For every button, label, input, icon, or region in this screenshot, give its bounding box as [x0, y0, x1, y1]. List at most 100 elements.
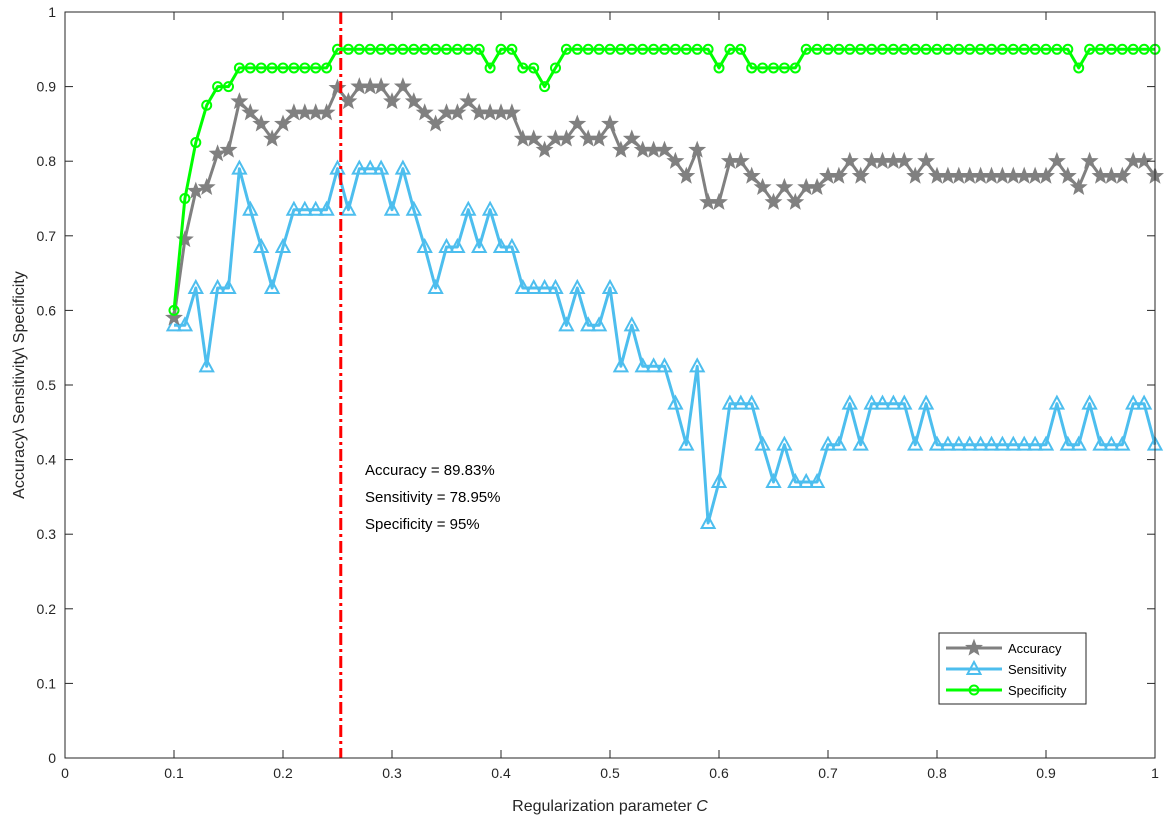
sensitivity-point — [732, 394, 749, 410]
y-tick-label: 1 — [48, 4, 56, 20]
accuracy-point — [1037, 166, 1055, 184]
sensitivity-point — [296, 200, 313, 216]
sensitivity-point — [471, 237, 488, 253]
legend-label-specificity: Specificity — [1008, 683, 1067, 698]
specificity-line — [172, 47, 1155, 311]
specificity-point — [920, 43, 932, 55]
series-layer — [165, 43, 1164, 530]
specificity-point — [473, 43, 485, 55]
sensitivity-point — [896, 394, 913, 410]
specificity-point — [1138, 43, 1150, 55]
sensitivity-point — [383, 200, 401, 216]
y-tick-label: 0.6 — [37, 302, 57, 318]
sensitivity-point — [438, 237, 455, 253]
sensitivity-point — [928, 435, 946, 451]
sensitivity-point — [503, 237, 521, 253]
sensitivity-point — [1059, 435, 1076, 451]
sensitivity-point — [612, 357, 630, 373]
accuracy-point — [808, 177, 827, 195]
accuracy-point — [753, 177, 772, 195]
sensitivity-point — [1135, 394, 1153, 410]
specificity-point — [855, 43, 867, 55]
specificity-point — [1040, 43, 1052, 55]
specificity-point — [310, 62, 322, 74]
x-axis-title-text: Regularization parameter — [512, 798, 692, 815]
sensitivity-point — [830, 435, 848, 451]
sensitivity-point — [427, 278, 444, 295]
specificity-point — [789, 62, 801, 74]
sensitivity-point — [601, 278, 619, 295]
specificity-point — [778, 62, 790, 74]
sensitivity-point — [961, 435, 978, 451]
accuracy-point — [274, 114, 292, 132]
specificity-point — [811, 43, 823, 55]
specificity-point — [484, 62, 496, 74]
y-tick-label: 0.9 — [37, 79, 57, 95]
accuracy-point — [1069, 177, 1088, 195]
sensitivity-point — [972, 435, 989, 451]
sensitivity-point — [689, 357, 706, 373]
accuracy-point — [557, 129, 576, 147]
sensitivity-point — [939, 435, 957, 451]
sensitivity-point — [416, 237, 433, 253]
specificity-point — [517, 62, 529, 74]
y-tick-label: 0.5 — [37, 377, 57, 393]
accuracy-point — [611, 140, 630, 158]
specificity-point — [909, 43, 921, 55]
specificity-point — [266, 62, 278, 74]
sensitivity-point — [231, 159, 248, 175]
sensitivity-point — [209, 278, 226, 295]
specificity-point — [179, 193, 191, 204]
specificity-point — [441, 43, 452, 55]
specificity-point — [1073, 62, 1085, 74]
series-specificity — [168, 43, 1161, 316]
accuracy-point — [1047, 151, 1066, 169]
sensitivity-point — [634, 357, 651, 373]
specificity-point — [691, 43, 703, 55]
legend-label-accuracy: Accuracy — [1008, 641, 1062, 656]
specificity-point — [244, 62, 256, 74]
y-tick-label: 0.3 — [37, 526, 57, 542]
y-tick-label: 0 — [48, 750, 56, 766]
specificity-point — [1029, 43, 1041, 55]
legend-marker-accuracy — [965, 638, 983, 656]
specificity-point — [495, 43, 507, 55]
annotation-sensitivity: Sensitivity = 78.95% — [365, 489, 501, 506]
specificity-point — [702, 43, 714, 55]
specificity-point — [321, 62, 333, 74]
sensitivity-point — [405, 200, 422, 216]
accuracy-point — [263, 129, 282, 147]
specificity-point — [223, 81, 234, 93]
x-tick-label: 0.3 — [382, 765, 402, 781]
accuracy-point — [317, 103, 336, 121]
sensitivity-point — [983, 435, 1000, 451]
accuracy-point — [829, 166, 848, 184]
accuracy-point — [677, 166, 696, 184]
specificity-point — [757, 62, 769, 74]
accuracy-point — [448, 103, 467, 121]
specificity-point — [768, 62, 779, 74]
legend-marker-specificity — [968, 684, 980, 696]
specificity-point — [877, 43, 888, 55]
accuracy-point — [502, 103, 521, 121]
accuracy-point — [786, 192, 805, 210]
specificity-point — [898, 43, 910, 55]
specificity-point — [964, 43, 976, 55]
accuracy-point — [197, 177, 216, 195]
specificity-point — [277, 62, 289, 74]
sensitivity-point — [372, 159, 390, 175]
accuracy-point — [590, 129, 609, 147]
specificity-point — [800, 43, 812, 55]
specificity-point — [669, 43, 681, 55]
sensitivity-point — [580, 316, 597, 332]
sensitivity-point — [994, 435, 1011, 451]
specificity-point — [571, 43, 583, 55]
annotation-specificity: Specificity = 95% — [365, 516, 480, 533]
specificity-point — [953, 43, 965, 55]
sensitivity-point — [885, 394, 902, 410]
x-tick-label: 0.7 — [818, 765, 838, 781]
accuracy-point — [601, 114, 619, 132]
specificity-point — [408, 43, 420, 55]
sensitivity-line — [174, 167, 1157, 525]
accuracy-point — [1135, 151, 1154, 169]
